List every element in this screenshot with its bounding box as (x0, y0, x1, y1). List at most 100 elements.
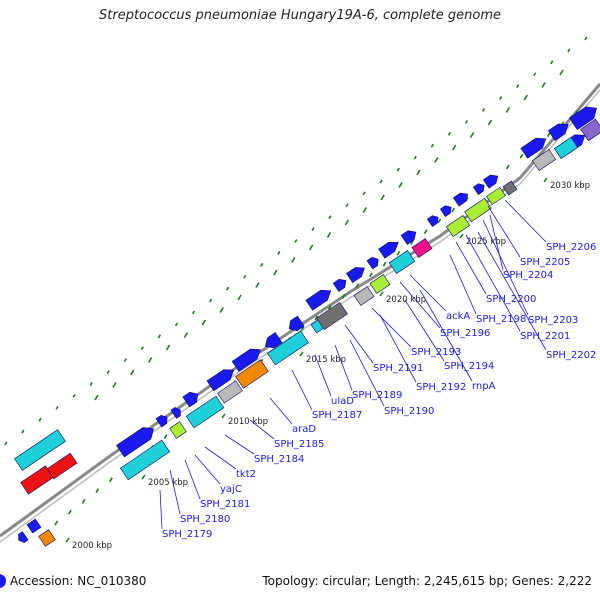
gene-label: SPH_2187 (312, 410, 362, 421)
gene-0 (116, 427, 154, 458)
tick-mark (226, 286, 230, 291)
gene-leader-line (159, 489, 163, 530)
gene-arrow (411, 238, 433, 258)
gene-leader-line (409, 274, 447, 312)
tick-mark (21, 429, 25, 434)
tick-mark (451, 207, 455, 213)
kbp-tick (543, 177, 548, 183)
tick-mark (550, 60, 554, 65)
gene-block-1 (169, 421, 187, 439)
gene-block-4 (235, 359, 269, 389)
gene-9 (332, 278, 347, 292)
tick-mark (345, 203, 349, 208)
gene-label: SPH_2180 (180, 514, 230, 525)
tick-mark (328, 215, 332, 220)
gene-arrow (366, 256, 379, 270)
gene-label: rnpA (472, 381, 496, 392)
gene-leader-line (482, 219, 529, 316)
kbp-label: 2010 kbp (228, 417, 268, 427)
gene-block-22 (46, 452, 78, 480)
gene-block-8 (353, 286, 375, 306)
tick-mark (147, 357, 153, 363)
tick-mark (191, 310, 196, 315)
tick-mark (505, 107, 511, 113)
gene-arrow (482, 174, 499, 189)
gene-4 (206, 369, 235, 392)
gene-arrow (369, 274, 391, 294)
gene-label: SPH_2194 (444, 361, 494, 372)
tick-mark (140, 346, 144, 351)
kbp-tick (459, 233, 464, 239)
tick-mark (416, 169, 421, 176)
gene-17 (472, 183, 485, 195)
gene-arrow (119, 439, 171, 481)
gene-7 (288, 315, 305, 332)
tick-mark (273, 269, 278, 276)
tick-mark (533, 72, 537, 77)
gene-leader-line (477, 231, 547, 351)
gene-2 (170, 407, 181, 419)
tick-mark (123, 358, 127, 363)
tick-mark (174, 322, 179, 327)
tick-mark (255, 282, 260, 288)
gene-23 (580, 118, 600, 142)
tick-mark (546, 132, 551, 137)
gene-arrow (452, 192, 469, 207)
tick-mark (437, 218, 442, 224)
tick-mark (327, 304, 332, 310)
topology-text: Topology: circular; Length: 2,245,615 bp… (262, 574, 592, 588)
gene-leader-line (334, 344, 353, 391)
tick-mark (362, 207, 367, 213)
tick-mark (277, 251, 281, 255)
tick-mark (344, 219, 350, 226)
tick-mark (430, 143, 434, 148)
tick-mark (447, 131, 452, 136)
tick-mark (311, 227, 315, 231)
gene-arrow (155, 414, 168, 428)
tick-mark (95, 488, 100, 494)
gene-label: SPH_2179 (162, 529, 212, 540)
gene-arrow (170, 407, 181, 419)
tick-mark (396, 250, 401, 256)
gene-arrow (580, 118, 600, 142)
gene-arrow (267, 330, 309, 366)
tick-mark (165, 344, 171, 351)
gene-label: SPH_2201 (520, 331, 570, 342)
gene-block-9 (369, 274, 391, 294)
tick-mark (469, 132, 475, 138)
gene-arrow (502, 180, 518, 196)
gene-leader-line (504, 199, 547, 243)
gene-arrow (486, 186, 506, 206)
gene-arrow (346, 267, 365, 284)
gene-leader-line (194, 454, 221, 485)
gene-6 (265, 332, 283, 349)
tick-mark (413, 155, 417, 160)
gene-leader-line (314, 354, 332, 397)
backbone-inner-line (0, 89, 600, 543)
gene-block-10 (388, 250, 416, 274)
tick-mark (523, 94, 528, 101)
tick-mark (584, 36, 588, 41)
tick-mark (326, 232, 332, 238)
tick-mark (410, 240, 414, 245)
tick-mark (559, 69, 564, 76)
gene-block-2 (185, 395, 225, 429)
gene-leader-line (349, 339, 385, 407)
gene-block-15 (502, 180, 518, 196)
gene-arrow (231, 348, 261, 372)
gene-block-16 (531, 149, 557, 171)
legend-marker-icon (0, 574, 6, 588)
gene-arrow (305, 289, 332, 311)
tick-mark (362, 191, 366, 196)
gene-arrow (353, 286, 375, 306)
tick-mark (67, 509, 72, 515)
gene-leader-line (291, 369, 313, 411)
tick-mark (201, 319, 206, 326)
gene-arrow (553, 137, 579, 159)
gene-leader-line (224, 434, 255, 455)
tick-mark (38, 417, 42, 422)
gene-leader-line (344, 324, 374, 364)
gene-block-20 (14, 429, 66, 471)
gene-block-0 (119, 439, 171, 481)
